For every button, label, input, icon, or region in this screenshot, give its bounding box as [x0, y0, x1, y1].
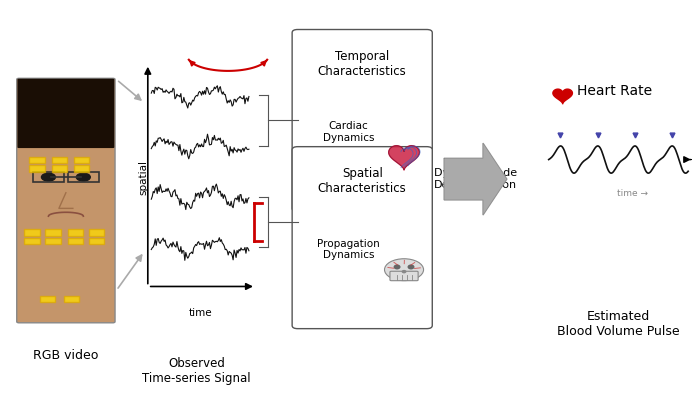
Text: time: time	[188, 308, 212, 318]
FancyBboxPatch shape	[18, 79, 114, 148]
FancyBboxPatch shape	[292, 30, 433, 212]
Bar	[33, 172, 64, 182]
Text: spatial: spatial	[139, 160, 148, 195]
Circle shape	[41, 173, 55, 181]
Polygon shape	[444, 143, 507, 215]
Bar	[29, 165, 45, 171]
Text: Heart Rate: Heart Rate	[577, 84, 652, 98]
Bar	[29, 157, 45, 163]
Text: time →: time →	[617, 189, 648, 198]
FancyBboxPatch shape	[17, 78, 115, 323]
Bar	[88, 229, 104, 236]
Text: Cardiac
Dynamics: Cardiac Dynamics	[323, 121, 374, 143]
Text: Observed
Time-series Signal: Observed Time-series Signal	[142, 357, 251, 385]
Polygon shape	[553, 89, 573, 104]
Bar	[88, 238, 104, 244]
Bar	[68, 172, 99, 182]
Bar	[68, 238, 83, 244]
Polygon shape	[389, 146, 419, 170]
Bar	[46, 229, 61, 236]
Text: Temporal
Characteristics: Temporal Characteristics	[318, 50, 407, 78]
Circle shape	[76, 173, 90, 181]
Text: Propagation
Dynamics: Propagation Dynamics	[317, 239, 379, 260]
Text: Dynamic Mode
Decomposition: Dynamic Mode Decomposition	[434, 168, 517, 190]
Ellipse shape	[407, 264, 414, 269]
Circle shape	[384, 259, 424, 281]
Ellipse shape	[393, 264, 400, 269]
Bar	[46, 238, 61, 244]
Bar	[52, 165, 67, 171]
Text: Estimated
Blood Volume Pulse: Estimated Blood Volume Pulse	[557, 310, 680, 338]
Bar	[52, 157, 67, 163]
Text: RGB video: RGB video	[33, 349, 99, 362]
Bar	[25, 229, 40, 236]
Bar	[74, 165, 89, 171]
Bar	[74, 157, 89, 163]
Ellipse shape	[402, 270, 407, 273]
Bar	[68, 229, 83, 236]
FancyBboxPatch shape	[292, 147, 433, 329]
Text: Spatial
Characteristics: Spatial Characteristics	[318, 167, 407, 195]
FancyBboxPatch shape	[390, 271, 418, 281]
Bar	[64, 296, 80, 302]
Bar	[40, 296, 55, 302]
Bar	[25, 238, 40, 244]
